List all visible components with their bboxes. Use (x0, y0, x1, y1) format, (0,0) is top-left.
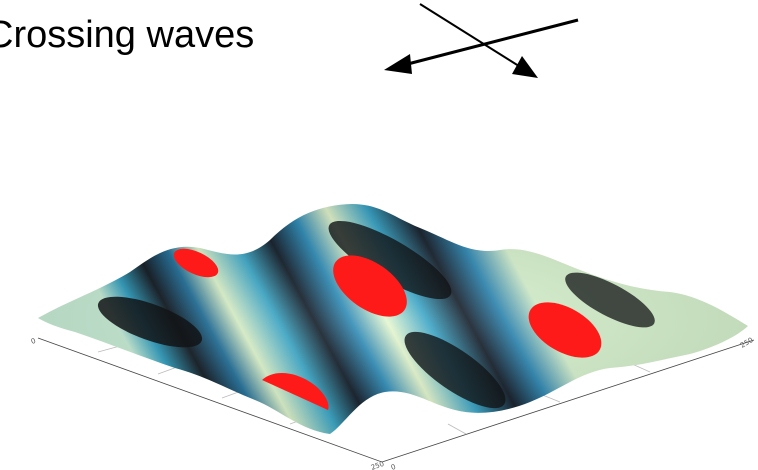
crest-1 (173, 248, 219, 278)
axis-right (381, 339, 755, 463)
diagram-title: Crossing waves (0, 14, 255, 56)
tick-y-start: 0 (390, 463, 397, 470)
crest-4 (262, 373, 329, 410)
tick-x-start: 0 (30, 337, 37, 346)
tick-y-end: 250 (739, 336, 755, 350)
crest-2 (333, 255, 407, 317)
wave-surface (38, 204, 748, 434)
crest-3 (528, 302, 602, 358)
trough-3 (404, 331, 506, 409)
trough-2 (328, 220, 452, 300)
arrow-down-right-head (512, 56, 538, 78)
trough-1 (97, 296, 203, 348)
axis-left (37, 337, 383, 463)
arrow-left-head (384, 54, 412, 74)
surface-sheen (38, 204, 748, 434)
arrow-down-right-line (419, 3, 523, 69)
base-plane (37, 337, 755, 463)
direction-arrows (384, 3, 579, 78)
arrow-left-line (399, 18, 579, 68)
trough-4 (565, 272, 655, 328)
tick-x-end: 250 (370, 460, 385, 470)
